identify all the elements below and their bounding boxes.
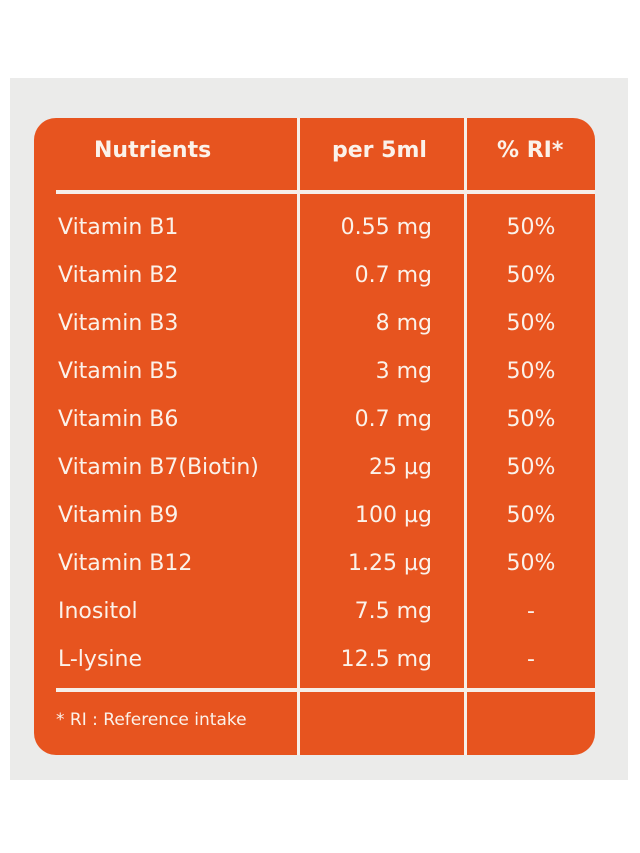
row-name: Vitamin B5 xyxy=(58,359,179,384)
row-ri: 50% xyxy=(506,503,556,528)
row-name: Vitamin B2 xyxy=(58,263,179,288)
row-ri: - xyxy=(527,647,535,672)
row-ri: 50% xyxy=(506,359,556,384)
header-percent-ri: % RI* xyxy=(497,138,564,163)
row-ri: 50% xyxy=(506,551,556,576)
row-name: Inositol xyxy=(58,599,138,624)
row-amount: 7.5 mg xyxy=(354,599,432,624)
row-amount: 3 mg xyxy=(375,359,432,384)
row-name: Vitamin B6 xyxy=(58,407,179,432)
header-divider xyxy=(56,190,595,194)
row-ri: 50% xyxy=(506,311,556,336)
footer-divider xyxy=(56,688,595,692)
footnote: * RI : Reference intake xyxy=(56,710,247,730)
row-name: Vitamin B1 xyxy=(58,215,179,240)
row-name: Vitamin B7(Biotin) xyxy=(58,455,259,480)
header-nutrients: Nutrients xyxy=(94,138,212,163)
column-divider-1 xyxy=(297,118,300,755)
row-name: Vitamin B3 xyxy=(58,311,179,336)
row-name: Vitamin B12 xyxy=(58,551,193,576)
row-name: Vitamin B9 xyxy=(58,503,179,528)
row-ri: 50% xyxy=(506,407,556,432)
nutrition-table: Nutrients per 5ml % RI* Vitamin B1 0.55 … xyxy=(34,118,595,755)
row-amount: 0.7 mg xyxy=(354,407,432,432)
row-amount: 8 mg xyxy=(375,311,432,336)
row-ri: - xyxy=(527,599,535,624)
header-per-5ml: per 5ml xyxy=(332,138,427,163)
row-ri: 50% xyxy=(506,263,556,288)
row-amount: 0.55 mg xyxy=(340,215,432,240)
row-amount: 12.5 mg xyxy=(340,647,432,672)
row-amount: 0.7 mg xyxy=(354,263,432,288)
row-amount: 1.25 µg xyxy=(348,551,432,576)
row-ri: 50% xyxy=(506,215,556,240)
row-name: L-lysine xyxy=(58,647,142,672)
row-ri: 50% xyxy=(506,455,556,480)
row-amount: 100 µg xyxy=(355,503,432,528)
row-amount: 25 µg xyxy=(369,455,432,480)
column-divider-2 xyxy=(464,118,467,755)
